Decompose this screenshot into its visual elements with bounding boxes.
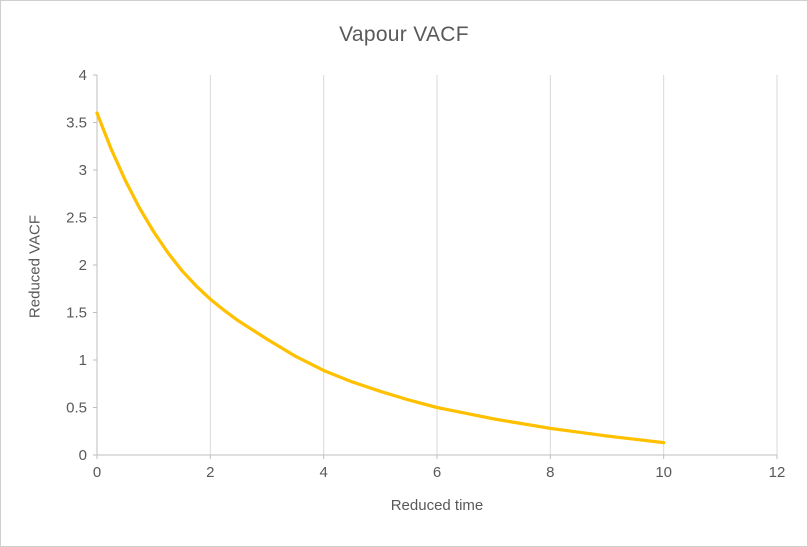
x-tick-label: 0 xyxy=(93,464,101,481)
y-tick-label: 3.5 xyxy=(66,115,87,132)
y-tick-label: 4 xyxy=(79,67,87,84)
y-tick-label: 0.5 xyxy=(66,400,87,417)
x-tick-label: 2 xyxy=(206,464,214,481)
y-tick-label: 1.5 xyxy=(66,305,87,322)
x-axis-title: Reduced time xyxy=(390,497,484,514)
x-tick-label: 12 xyxy=(769,464,786,481)
y-tick-label: 3 xyxy=(79,162,87,179)
y-tick-label: 2.5 xyxy=(66,210,87,227)
x-tick-label: 6 xyxy=(433,464,441,481)
y-tick-label: 2 xyxy=(79,257,87,274)
chart-title: Vapour VACF xyxy=(339,23,469,46)
y-tick-label: 1 xyxy=(79,352,87,369)
series-line xyxy=(95,111,666,445)
x-tick-label: 4 xyxy=(319,464,327,481)
x-tick-label: 8 xyxy=(546,464,554,481)
x-tick-label: 10 xyxy=(655,464,672,481)
y-axis-title: Reduced VACF xyxy=(26,214,44,319)
y-tick-label: 0 xyxy=(79,447,87,464)
